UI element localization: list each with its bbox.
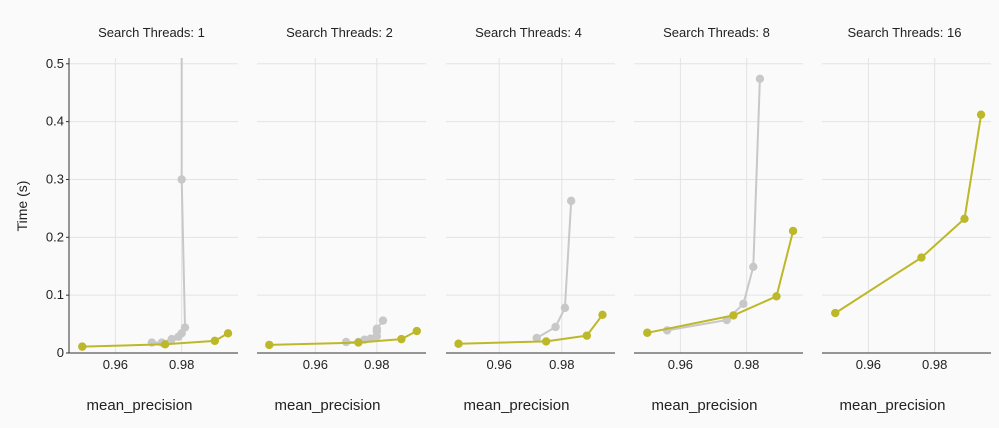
data-point-primary — [210, 336, 220, 346]
data-point-secondary — [372, 324, 382, 333]
panel-title: Search Threads: 2 — [286, 25, 393, 40]
series-line-primary — [82, 332, 229, 348]
x-axis-label: mean_precision — [275, 397, 381, 414]
panel-5: 0.96 0.98 Search Threads: 16 mean_precision — [822, 25, 991, 414]
x-axis-label: mean_precision — [87, 397, 193, 414]
data-point-secondary — [180, 323, 190, 332]
panel-1: 0.96 0.98 Search Threads: 1 mean_precision — [66, 25, 238, 414]
data-point-secondary — [551, 322, 560, 332]
data-point-primary — [729, 311, 738, 320]
data-point-primary — [831, 308, 840, 318]
panel-title: Search Threads: 1 — [98, 25, 205, 40]
data-point-primary — [960, 214, 969, 224]
data-point-primary — [397, 334, 406, 344]
x-tick-label: 0.98 — [364, 357, 389, 372]
x-tick-label: 0.98 — [922, 357, 947, 372]
data-point-primary — [772, 292, 781, 301]
data-point-primary — [976, 110, 986, 119]
data-point-primary — [917, 253, 926, 262]
data-point-secondary — [167, 334, 176, 344]
series-line-primary — [834, 114, 983, 314]
panel-3: 0.96 0.98 Search Threads: 4 mean_precision — [446, 25, 615, 414]
data-point-primary — [160, 340, 170, 349]
x-tick-label: 0.96 — [668, 357, 693, 372]
y-tick-label: 0.1 — [46, 287, 64, 302]
x-axis-label: mean_precision — [652, 397, 758, 414]
x-tick-label: 0.98 — [734, 357, 759, 372]
data-point-primary — [412, 326, 421, 336]
x-tick-label: 0.96 — [856, 357, 881, 372]
data-point-primary — [354, 338, 363, 347]
y-tick-label: 0.3 — [46, 171, 64, 186]
data-point-primary — [223, 329, 233, 338]
data-point-primary — [788, 226, 798, 236]
data-point-secondary — [749, 262, 758, 272]
data-point-secondary — [560, 303, 570, 313]
data-point-secondary — [378, 316, 388, 325]
data-point-primary — [265, 340, 274, 350]
data-point-secondary — [755, 74, 765, 84]
y-tick-label: 0 — [57, 345, 64, 360]
series-line-secondary — [536, 200, 573, 339]
series-line-secondary — [151, 58, 186, 344]
x-tick-label: 0.96 — [103, 357, 128, 372]
x-tick-label: 0.96 — [487, 357, 512, 372]
series-line-primary — [269, 330, 418, 346]
data-point-primary — [643, 328, 652, 337]
y-tick-label: 0.2 — [46, 229, 64, 244]
x-tick-label: 0.98 — [169, 357, 194, 372]
series-line-primary — [647, 230, 795, 334]
y-tick-label: 0.4 — [46, 114, 64, 129]
panel-4: 0.96 0.98 Search Threads: 8 mean_precision — [634, 25, 803, 414]
x-tick-label: 0.96 — [303, 357, 328, 372]
data-point-primary — [582, 331, 592, 340]
x-axis-label: mean_precision — [840, 397, 946, 414]
data-point-primary — [541, 337, 551, 346]
data-point-primary — [454, 339, 463, 348]
data-point-secondary — [566, 196, 576, 206]
data-point-primary — [78, 342, 87, 351]
y-tick-label: 0.5 — [46, 56, 64, 71]
panel-2: 0.96 0.98 Search Threads: 2 mean_precision — [257, 25, 426, 414]
series-line-primary — [458, 314, 604, 345]
x-tick-label: 0.98 — [549, 357, 574, 372]
panel-title: Search Threads: 8 — [663, 25, 770, 40]
data-point-secondary — [739, 299, 748, 309]
panel-title: Search Threads: 4 — [475, 25, 582, 40]
y-axis-label: Time (s) — [14, 181, 30, 232]
panel-title: Search Threads: 16 — [848, 25, 962, 40]
series-line-secondary — [666, 78, 761, 332]
data-point-primary — [598, 310, 607, 320]
data-point-secondary — [532, 333, 541, 343]
data-point-secondary — [177, 175, 186, 184]
x-axis-label: mean_precision — [464, 397, 570, 414]
